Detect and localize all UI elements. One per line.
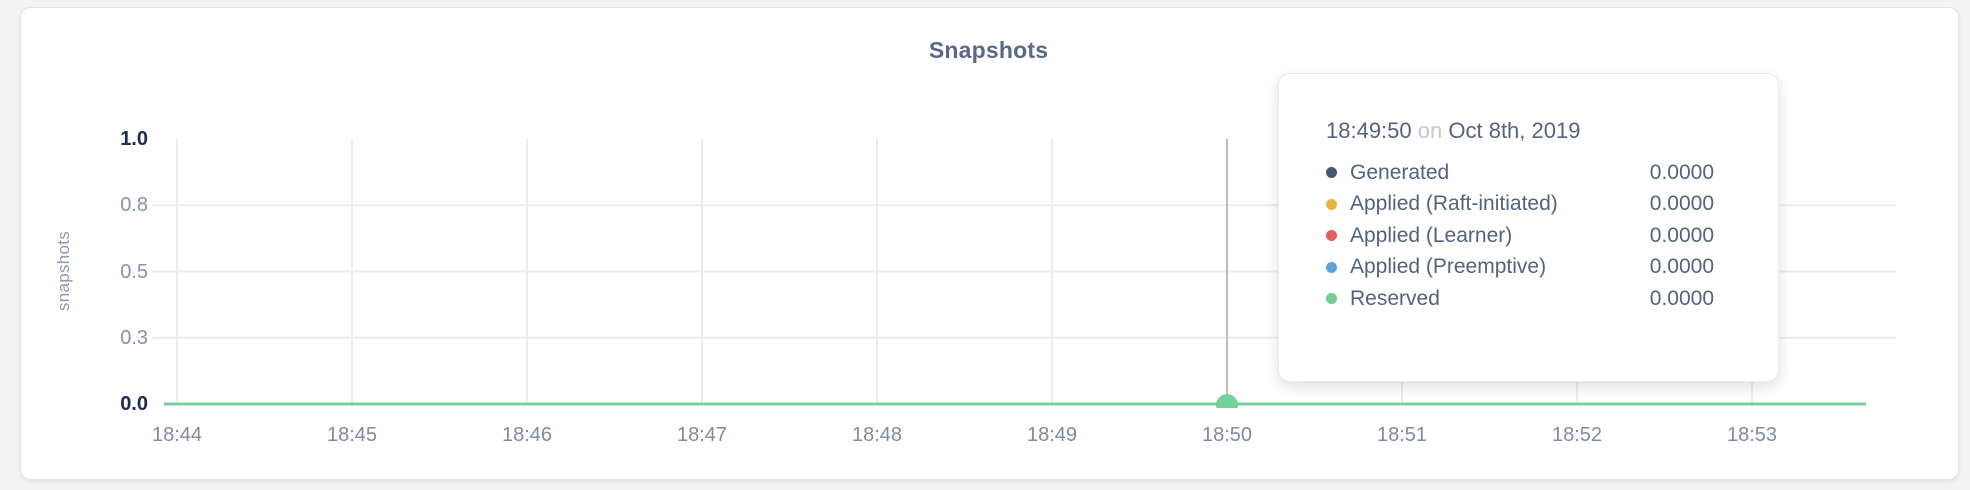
x-tick-label: 18:52 xyxy=(1551,424,1603,446)
tooltip-preposition: on xyxy=(1417,118,1443,143)
x-tick-label: 18:47 xyxy=(676,424,728,446)
legend-dot-icon xyxy=(1326,261,1337,273)
tooltip-row: Generated 0.0000 xyxy=(1326,157,1714,189)
legend-dot-icon xyxy=(1326,230,1337,242)
hover-point xyxy=(1216,394,1238,408)
tooltip-row: Applied (Preemptive) 0.0000 xyxy=(1326,252,1714,284)
y-tick-label: 0.0 xyxy=(120,393,148,415)
legend-label: Applied (Learner) xyxy=(1350,223,1513,247)
x-tick-label: 18:50 xyxy=(1201,424,1253,446)
y-tick-label: 0.8 xyxy=(120,194,148,217)
legend-value: 0.0000 xyxy=(1649,286,1714,310)
x-tick-label: 18:49 xyxy=(1026,424,1078,446)
x-tick-label: 18:46 xyxy=(501,424,553,446)
x-tick-label: 18:48 xyxy=(851,424,903,446)
y-tick-label: 0.3 xyxy=(120,326,148,349)
x-tick-label: 18:53 xyxy=(1726,424,1778,446)
y-tick-label: 0.5 xyxy=(120,260,148,283)
tooltip-row: Applied (Raft-initiated) 0.0000 xyxy=(1326,189,1714,221)
legend-value: 0.0000 xyxy=(1649,160,1714,184)
x-tick-label: 18:44 xyxy=(151,424,203,446)
legend-label: Reserved xyxy=(1350,286,1440,310)
tooltip-legend: Generated 0.0000 Applied (Raft-initiated) 0… xyxy=(1326,157,1714,315)
tooltip-date: Oct 8th, 2019 xyxy=(1448,118,1581,143)
legend-label: Applied (Preemptive) xyxy=(1350,255,1547,279)
legend-dot-icon xyxy=(1326,293,1337,305)
legend-dot-icon xyxy=(1326,198,1337,210)
y-tick-label: 1.0 xyxy=(120,128,148,150)
legend-label: Applied (Raft-initiated) xyxy=(1350,192,1558,216)
tooltip-row: Reserved 0.0000 xyxy=(1326,283,1714,315)
legend-dot-icon xyxy=(1326,167,1337,179)
tooltip-header: 18:49:50 on Oct 8th, 2019 xyxy=(1326,118,1714,144)
x-tick-label: 18:45 xyxy=(326,424,378,446)
legend-value: 0.0000 xyxy=(1649,223,1714,247)
x-tick-label: 18:51 xyxy=(1376,424,1428,446)
chart-title: Snapshots xyxy=(928,37,1049,63)
legend-label: Generated xyxy=(1350,160,1450,184)
hover-tooltip: 18:49:50 on Oct 8th, 2019 Generated 0.000… xyxy=(1278,73,1779,382)
legend-value: 0.0000 xyxy=(1649,192,1714,216)
legend-value: 0.0000 xyxy=(1649,255,1714,279)
tooltip-time: 18:49:50 xyxy=(1326,118,1412,143)
tooltip-row: Applied (Learner) 0.0000 xyxy=(1326,220,1714,252)
